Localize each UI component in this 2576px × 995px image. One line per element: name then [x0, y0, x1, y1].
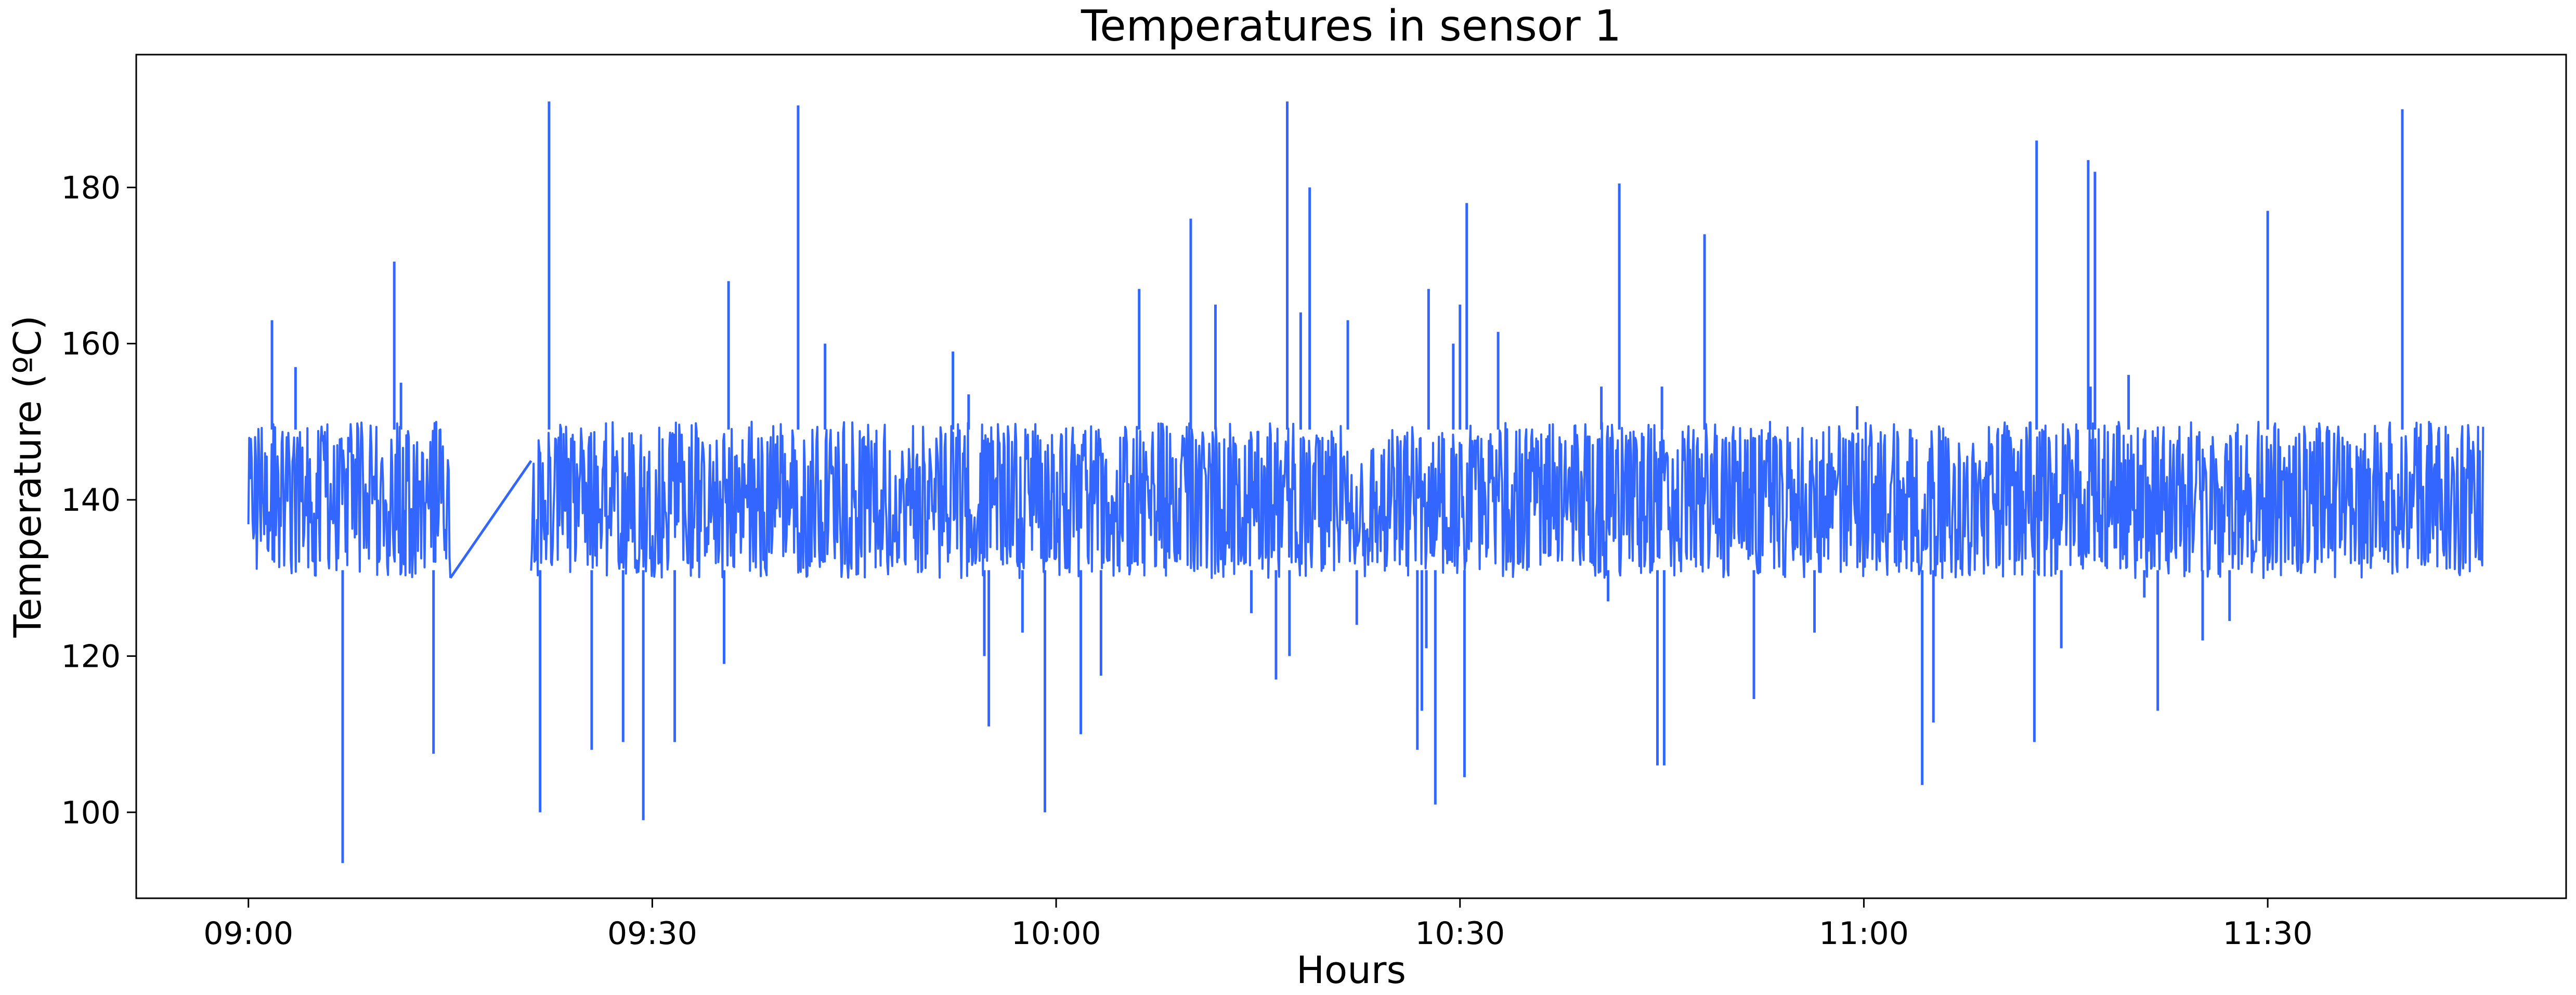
x-tick-label: 10:30	[1415, 915, 1505, 952]
y-tick-label: 180	[61, 170, 121, 206]
plot-frame	[135, 54, 2567, 899]
y-axis: 100 120 140 160 180	[61, 170, 136, 831]
x-tick-label: 10:00	[1011, 915, 1101, 952]
x-tick-label: 11:00	[1819, 915, 1909, 952]
y-tick-label: 140	[61, 482, 121, 519]
y-tick-label: 160	[61, 326, 121, 363]
x-tick-label: 09:00	[203, 915, 293, 952]
chart-title: Temperatures in sensor 1	[1081, 2, 1621, 51]
series-line-segment	[530, 420, 2484, 579]
x-tick-label: 11:30	[2223, 915, 2313, 952]
x-tick-label: 09:30	[607, 915, 697, 952]
plot-area	[247, 101, 2484, 863]
series-line-segment	[247, 421, 452, 578]
y-tick-label: 100	[61, 795, 121, 831]
x-axis: 09:00 09:30 10:00 10:30 11:00 11:30	[203, 898, 2313, 952]
y-axis-label: Temperature (ºC)	[6, 315, 49, 638]
y-tick-label: 120	[61, 638, 121, 675]
series-gap-line	[449, 460, 532, 579]
x-axis-label: Hours	[1296, 948, 1406, 992]
